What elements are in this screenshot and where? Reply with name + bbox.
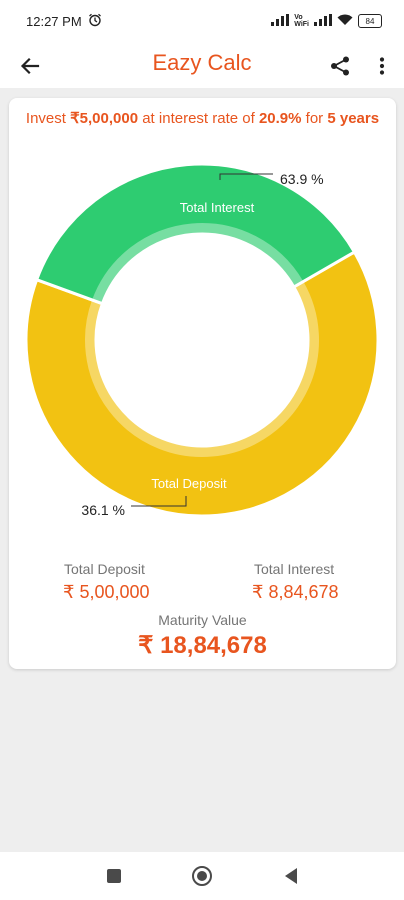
- battery-icon: 84: [358, 14, 382, 28]
- deposit-value: ₹ 5,00,000: [63, 582, 150, 602]
- maturity-value: ₹ 18,84,678: [138, 632, 267, 659]
- summary-middle: at interest rate of: [138, 110, 259, 127]
- alarm-icon: [88, 13, 102, 30]
- maturity-label: Maturity Value: [158, 612, 247, 628]
- status-bar: 12:27 PM Vo WiFi 84: [0, 0, 404, 42]
- signal-icon: [271, 13, 290, 29]
- donut-inner-highlight: [85, 281, 319, 457]
- callout-line-total-interest: [219, 173, 273, 180]
- vowifi-bottom-text: WiFi: [294, 21, 309, 28]
- more-vert-icon: [379, 57, 385, 75]
- donut-chart: Total Interest Total Deposit 63.9 % 36.1 %: [24, 162, 380, 518]
- slice-label-total-interest: Total Interest: [180, 200, 255, 215]
- vowifi-icon: Vo WiFi: [294, 14, 309, 28]
- donut-slice-total-interest[interactable]: [24, 249, 380, 518]
- deposit-label: Total Deposit: [64, 561, 145, 577]
- summary-prefix: Invest: [25, 110, 71, 127]
- summary-for: for: [301, 110, 328, 127]
- app-title: Eazy Calc: [152, 50, 252, 75]
- status-right: Vo WiFi 84: [271, 13, 382, 29]
- summary-amount: ₹5,00,000: [70, 110, 139, 127]
- slice-label-total-deposit: Total Deposit: [151, 476, 227, 491]
- home-button[interactable]: [188, 862, 216, 890]
- donut-inner-highlight: [92, 223, 304, 304]
- summary-years-text: years: [335, 110, 380, 127]
- battery-level: 84: [365, 16, 375, 26]
- vowifi-top-text: Vo: [294, 14, 303, 21]
- share-icon: [331, 56, 349, 76]
- interest-value: ₹ 8,84,678: [252, 582, 339, 602]
- result-card: Invest ₹5,00,000 at interest rate of 20.…: [9, 98, 396, 669]
- arrow-back-icon: [20, 57, 40, 75]
- summary-years-num: 5: [327, 110, 336, 127]
- percent-label-total-deposit: 36.1 %: [81, 502, 125, 518]
- back-triangle-icon: [285, 868, 297, 884]
- interest-label: Total Interest: [254, 561, 335, 577]
- status-left: 12:27 PM: [26, 13, 102, 30]
- nav-back-button[interactable]: [277, 862, 305, 890]
- signal-icon-2: [314, 13, 332, 29]
- overflow-menu-button[interactable]: [368, 52, 396, 80]
- wifi-icon: [337, 14, 353, 29]
- summary-rate: 20.9%: [258, 110, 302, 127]
- callout-line-total-deposit: [131, 496, 187, 507]
- home-circle-icon: [192, 866, 212, 886]
- recents-button[interactable]: [100, 862, 128, 890]
- system-nav-bar: [0, 852, 404, 900]
- investment-summary: Invest ₹5,00,000 at interest rate of 20.…: [23, 108, 382, 129]
- back-button[interactable]: [16, 52, 44, 80]
- share-button[interactable]: [326, 52, 354, 80]
- percent-label-total-interest: 63.9 %: [280, 171, 324, 187]
- donut-slice-total-deposit[interactable]: [34, 162, 357, 306]
- status-time: 12:27 PM: [26, 13, 82, 29]
- recents-square-icon: [107, 869, 121, 883]
- app-bar: Eazy Calc: [0, 42, 404, 88]
